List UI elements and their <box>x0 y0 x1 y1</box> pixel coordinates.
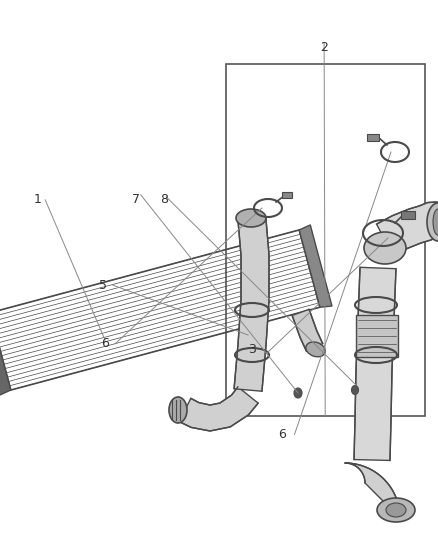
Text: 7: 7 <box>132 193 140 206</box>
Polygon shape <box>292 309 323 351</box>
Polygon shape <box>377 202 437 256</box>
Bar <box>401 211 415 219</box>
Text: 6: 6 <box>279 428 286 441</box>
Ellipse shape <box>169 397 187 423</box>
Text: 2: 2 <box>320 42 328 54</box>
Bar <box>367 134 379 141</box>
Polygon shape <box>234 219 269 391</box>
Text: 1: 1 <box>33 193 41 206</box>
Text: 8: 8 <box>160 193 168 206</box>
Polygon shape <box>299 225 332 307</box>
Ellipse shape <box>352 385 358 394</box>
Polygon shape <box>0 313 11 395</box>
Text: 3: 3 <box>248 343 256 356</box>
Text: 5: 5 <box>99 279 107 292</box>
Polygon shape <box>345 463 400 518</box>
Ellipse shape <box>386 503 406 517</box>
Polygon shape <box>179 387 258 431</box>
Ellipse shape <box>364 232 406 264</box>
Ellipse shape <box>294 388 302 398</box>
Polygon shape <box>354 268 396 461</box>
Ellipse shape <box>377 498 415 522</box>
Ellipse shape <box>433 209 438 235</box>
Ellipse shape <box>427 203 438 241</box>
Ellipse shape <box>306 342 325 357</box>
Ellipse shape <box>236 209 266 227</box>
Bar <box>226 64 425 416</box>
Bar <box>282 192 292 198</box>
Bar <box>356 315 398 357</box>
Text: 6: 6 <box>101 337 109 350</box>
